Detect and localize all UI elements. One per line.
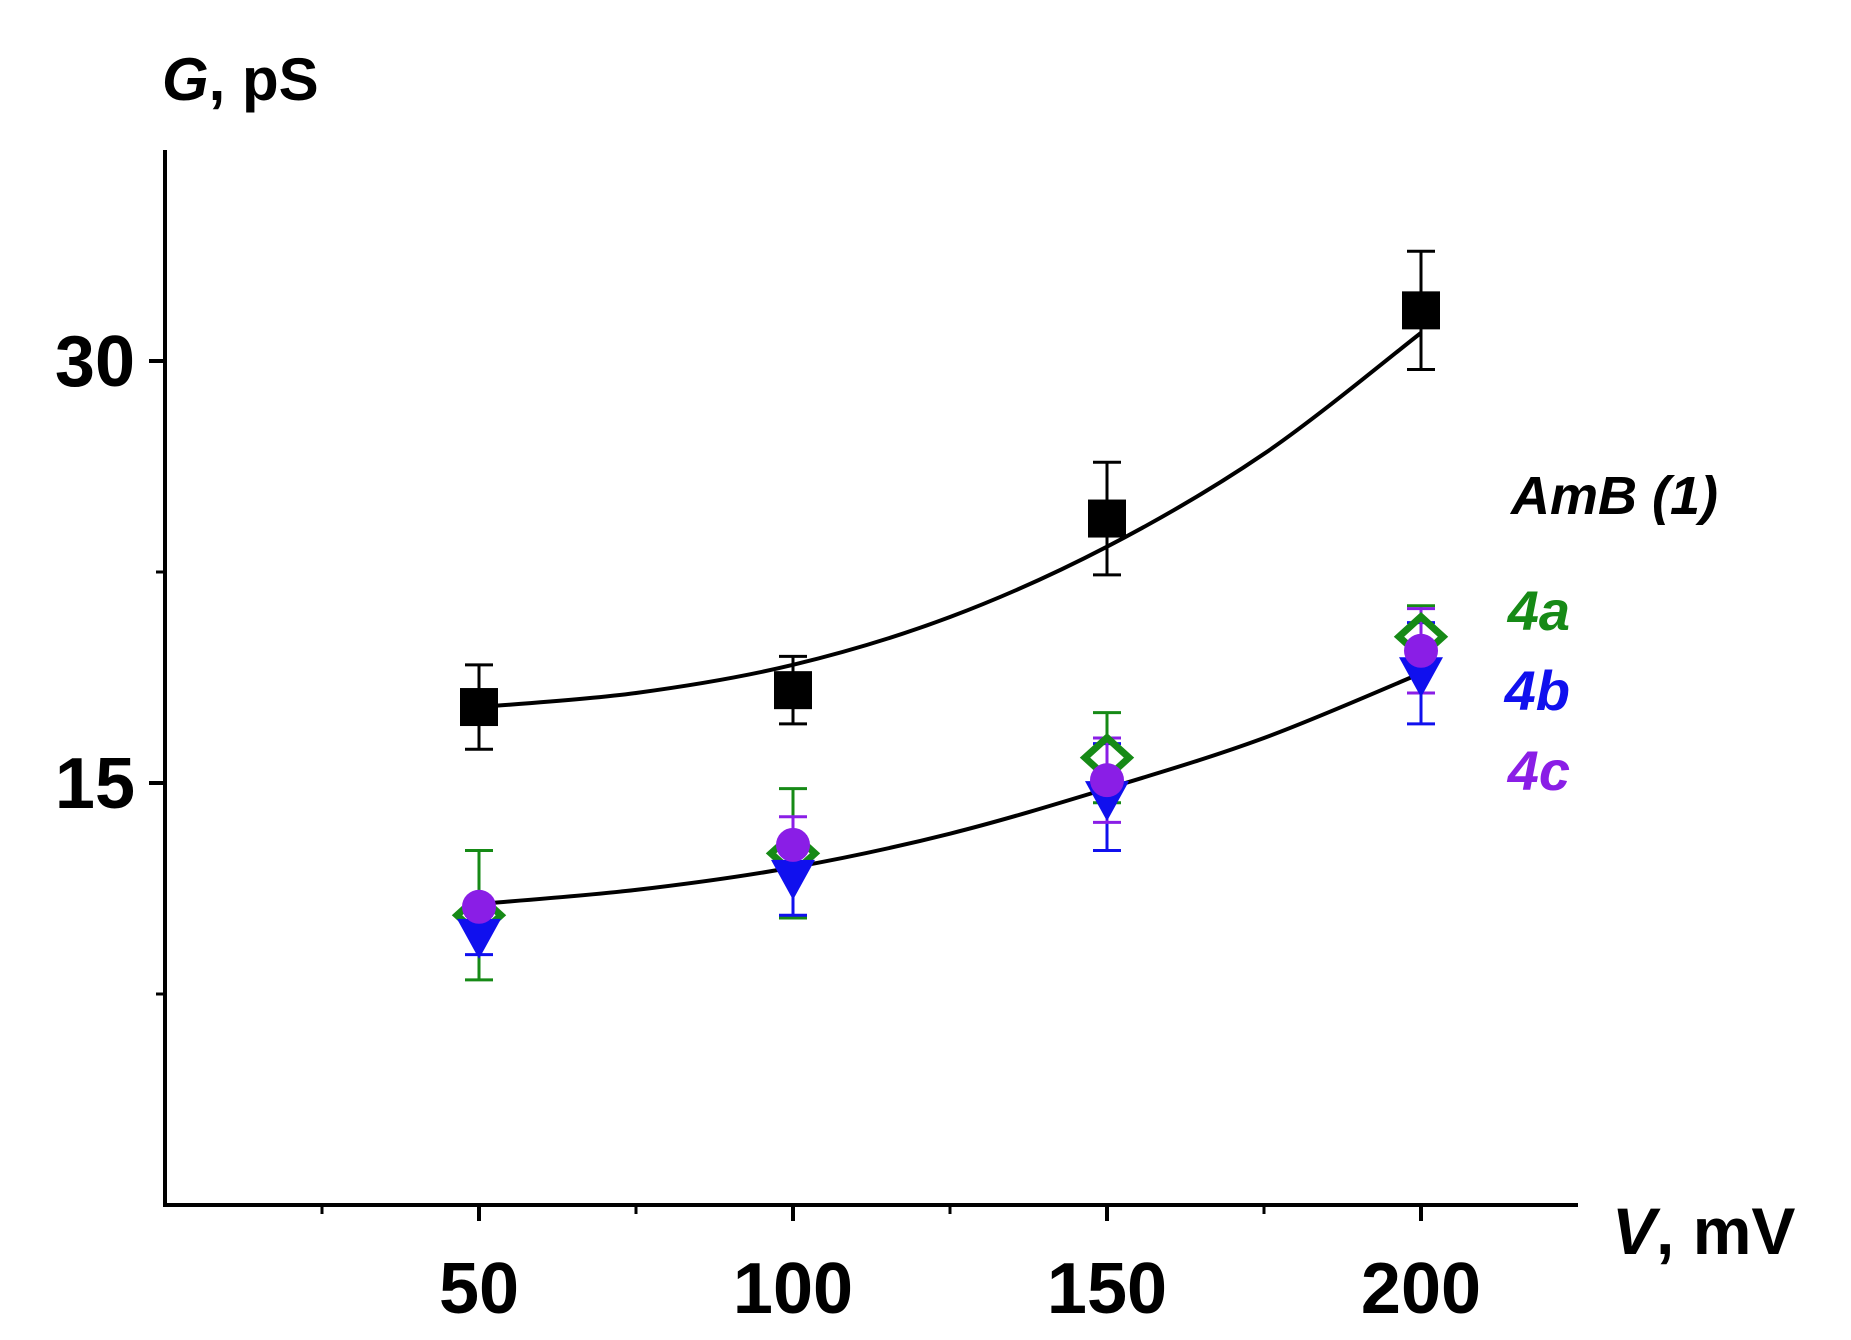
x-tick-label: 50 <box>439 1249 519 1329</box>
x-tick-label: 200 <box>1361 1249 1481 1329</box>
x-tick-label: 100 <box>733 1249 853 1329</box>
data-markers <box>451 291 1449 959</box>
fit-curves <box>478 331 1423 906</box>
y-axis-symbol: G <box>162 46 209 113</box>
data-point <box>460 688 498 727</box>
legend: AmB (1) 4a 4b 4c <box>1504 466 1718 802</box>
data-point <box>1399 657 1443 698</box>
axes: 50 100 150 200 15 30 <box>55 150 1578 1329</box>
x-axis-symbol: V <box>1612 1194 1661 1268</box>
y-axis-unit: , pS <box>209 46 319 113</box>
x-axis-label: V, mV <box>1612 1194 1795 1268</box>
x-axis-unit: , mV <box>1656 1194 1795 1268</box>
data-point <box>776 827 810 862</box>
y-tick-label: 30 <box>55 322 135 402</box>
legend-entry: AmB (1) <box>1509 466 1718 526</box>
legend-entry: 4b <box>1504 659 1570 722</box>
axis-ticks <box>149 359 1423 1221</box>
fit-curve <box>478 671 1422 906</box>
data-point <box>1402 291 1440 330</box>
data-point <box>457 918 501 959</box>
data-point <box>774 671 812 710</box>
y-axis-label: G, pS <box>162 46 319 113</box>
axis-tick-labels: 50 100 150 200 15 30 <box>55 322 1481 1329</box>
data-point <box>1404 633 1438 668</box>
legend-entry: 4c <box>1507 739 1570 802</box>
fit-curve <box>478 331 1423 710</box>
y-tick-label: 15 <box>55 744 135 824</box>
data-point <box>771 859 815 900</box>
data-point <box>1088 499 1126 538</box>
data-point <box>1090 763 1124 798</box>
legend-entry: 4a <box>1507 579 1570 642</box>
x-tick-label: 150 <box>1047 1249 1167 1329</box>
data-point <box>462 889 496 924</box>
